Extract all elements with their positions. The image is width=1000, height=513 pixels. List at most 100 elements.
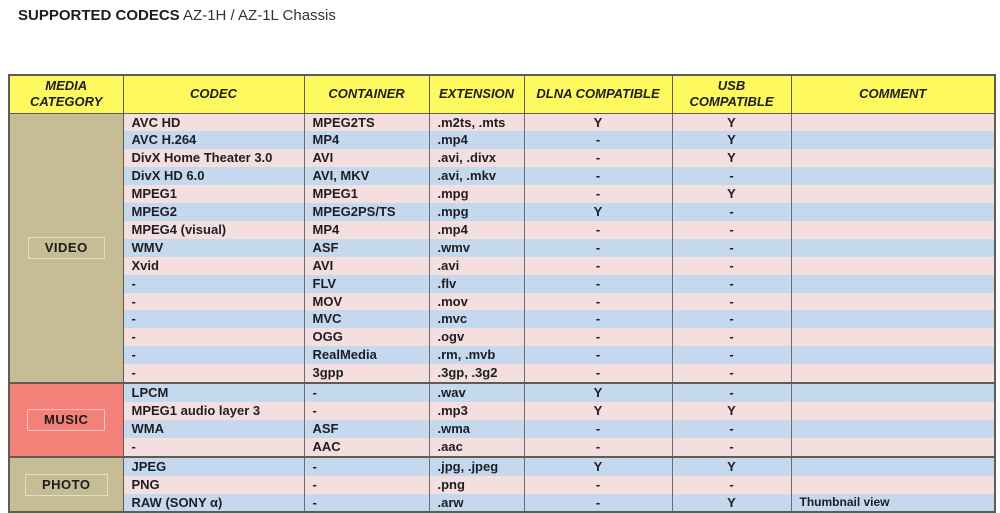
codec-cell: AVC H.264 <box>122 131 305 150</box>
table-row: PNG - .png - - <box>9 475 996 494</box>
usb-compatible-cell: Y <box>671 112 792 132</box>
dlna-compatible-cell: - <box>523 220 673 239</box>
table-row: WMA ASF .wma - - <box>9 419 996 438</box>
dlna-compatible-cell: - <box>523 149 673 168</box>
codec-cell: WMA <box>122 419 305 438</box>
header-container: CONTAINER <box>303 74 430 114</box>
dlna-compatible-cell: - <box>523 274 673 293</box>
table-row: DivX HD 6.0 AVI, MKV .avi, .mkv - - <box>9 167 996 186</box>
dlna-compatible-cell: - <box>523 256 673 275</box>
codec-cell: - <box>122 346 305 365</box>
comment-cell <box>790 419 996 438</box>
header-dlna-compatible: DLNA COMPATIBLE <box>523 74 673 114</box>
extension-cell: .mpg <box>428 203 525 221</box>
usb-compatible-cell: - <box>671 419 792 438</box>
extension-cell: .avi, .divx <box>428 149 525 168</box>
codec-cell: - <box>122 310 305 329</box>
extension-cell: .wma <box>428 419 525 438</box>
usb-compatible-cell: Y <box>671 131 792 150</box>
container-cell: MP4 <box>303 131 430 150</box>
container-cell: - <box>303 455 430 476</box>
page-title-subtitle: AZ-1H / AZ-1L Chassis <box>179 7 336 24</box>
container-cell: - <box>303 475 430 494</box>
codec-cell: JPEG <box>122 455 305 476</box>
header-media-category: MEDIA CATEGORY <box>8 74 124 114</box>
usb-compatible-cell: - <box>671 310 792 329</box>
table-row: - OGG .ogv - - <box>9 328 996 347</box>
comment-cell <box>790 167 996 186</box>
container-cell: - <box>303 493 430 513</box>
extension-cell: .wav <box>428 382 525 402</box>
table-body: VIDEO AVC HD MPEG2TS .m2ts, .mts Y Y AVC H.264… <box>8 112 996 513</box>
container-cell: RealMedia <box>303 346 430 365</box>
comment-cell: Thumbnail view <box>790 493 996 513</box>
table-row: - MOV .mov - - <box>9 292 996 311</box>
dlna-compatible-cell: - <box>523 185 673 204</box>
extension-cell: .mov <box>428 292 525 311</box>
table-row: -3gpp .3gp, .3g2- - <box>9 364 996 384</box>
comment-cell <box>790 346 996 365</box>
dlna-compatible-cell: - <box>523 346 673 365</box>
usb-compatible-cell: Y <box>671 149 792 168</box>
extension-cell: .mp4 <box>428 220 525 239</box>
media-category-label: VIDEO <box>27 236 105 259</box>
codec-cell: MPEG4 (visual) <box>122 220 305 239</box>
container-cell: ASF <box>303 419 430 438</box>
dlna-compatible-cell: Y <box>523 382 673 402</box>
dlna-compatible-cell: - <box>523 437 673 457</box>
dlna-compatible-cell: - <box>523 310 673 329</box>
container-cell: FLV <box>303 274 430 293</box>
container-cell: MPEG1 <box>303 185 430 204</box>
container-cell: AVI, MKV <box>303 167 430 186</box>
usb-compatible-cell: - <box>671 256 792 275</box>
comment-cell <box>790 310 996 329</box>
media-category-label: MUSIC <box>27 408 106 431</box>
table-row: AVC H.264 MP4 .mp4- Y <box>9 131 996 150</box>
codec-cell: AVC HD <box>122 112 305 132</box>
dlna-compatible-cell: - <box>523 167 673 186</box>
table-row: VIDEO AVC HD MPEG2TS .m2ts, .mts Y Y <box>8 112 996 384</box>
header-row: MEDIA CATEGORY CODEC CONTAINER EXTENSION… <box>8 74 996 114</box>
codec-cell: - <box>122 364 305 384</box>
dlna-compatible-cell: Y <box>523 455 673 476</box>
container-cell: AVI <box>303 149 430 168</box>
extension-cell: .mvc <box>428 310 525 329</box>
codec-cell: - <box>122 437 305 457</box>
usb-compatible-cell: - <box>671 346 792 365</box>
extension-cell: .arw <box>428 493 525 513</box>
usb-compatible-cell: Y <box>671 493 792 513</box>
usb-compatible-cell: - <box>671 364 792 384</box>
media-category-cell-music: MUSIC <box>8 382 124 458</box>
dlna-compatible-cell: - <box>523 238 673 257</box>
comment-cell <box>790 220 996 239</box>
table-row: - AAC .aac - - <box>9 437 996 457</box>
container-cell: MOV <box>303 292 430 311</box>
media-category-cell-video: VIDEO <box>8 112 124 384</box>
comment-cell <box>790 203 996 221</box>
codec-cell: - <box>122 328 305 347</box>
extension-cell: .png <box>428 475 525 494</box>
usb-compatible-cell: - <box>671 274 792 293</box>
table-row: MPEG1 audio layer 3- .mp3 Y Y <box>9 402 996 420</box>
comment-cell <box>790 437 996 457</box>
table-row: MPEG4 (visual) MP4 .mp4- - <box>9 220 996 239</box>
container-cell: AAC <box>303 437 430 457</box>
codec-cell: RAW (SONY α) <box>122 493 305 513</box>
codec-cell: DivX Home Theater 3.0 <box>122 149 305 168</box>
usb-compatible-cell: - <box>671 475 792 494</box>
container-cell: MPEG2TS <box>303 112 430 132</box>
comment-cell <box>790 402 996 420</box>
container-cell: - <box>303 382 430 402</box>
usb-compatible-cell: Y <box>671 402 792 420</box>
comment-cell <box>790 131 996 150</box>
usb-compatible-cell: - <box>671 220 792 239</box>
extension-cell: .mpg <box>428 185 525 204</box>
dlna-compatible-cell: - <box>523 292 673 311</box>
comment-cell <box>790 292 996 311</box>
usb-compatible-cell: - <box>671 292 792 311</box>
extension-cell: .mp4 <box>428 131 525 150</box>
comment-cell <box>790 185 996 204</box>
dlna-compatible-cell: Y <box>523 112 673 132</box>
codec-cell: MPEG1 audio layer 3 <box>122 402 305 420</box>
header-codec: CODEC <box>122 74 305 114</box>
